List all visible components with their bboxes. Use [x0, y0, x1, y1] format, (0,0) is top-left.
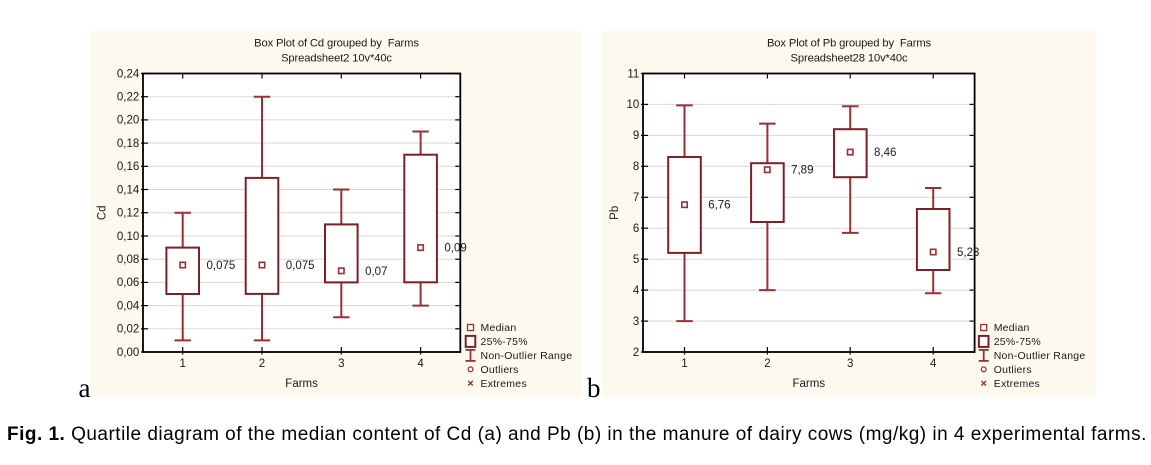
svg-text:Farms: Farms: [285, 378, 318, 390]
svg-text:0,075: 0,075: [286, 260, 315, 272]
svg-text:0,24: 0,24: [117, 68, 140, 80]
svg-text:0,22: 0,22: [117, 92, 139, 104]
svg-text:7,89: 7,89: [791, 165, 813, 177]
svg-text:0,07: 0,07: [365, 266, 387, 278]
svg-text:8,46: 8,46: [874, 147, 896, 159]
svg-text:4: 4: [930, 358, 937, 370]
svg-text:Farms: Farms: [793, 378, 826, 390]
svg-text:6,76: 6,76: [708, 200, 730, 212]
svg-text:4: 4: [417, 358, 424, 370]
svg-text:0,10: 0,10: [117, 231, 139, 243]
svg-text:1: 1: [179, 358, 185, 370]
svg-text:11: 11: [627, 68, 639, 80]
svg-text:Median: Median: [481, 322, 517, 334]
svg-text:0,20: 0,20: [117, 115, 139, 127]
svg-text:Outliers: Outliers: [994, 364, 1032, 376]
svg-text:Outliers: Outliers: [481, 364, 519, 376]
svg-text:Median: Median: [994, 322, 1030, 334]
svg-text:7: 7: [633, 192, 639, 204]
svg-text:Cd: Cd: [97, 205, 109, 220]
svg-text:0,075: 0,075: [207, 260, 236, 272]
svg-text:8: 8: [633, 161, 639, 173]
svg-text:Non-Outlier Range: Non-Outlier Range: [481, 350, 573, 362]
svg-text:0,18: 0,18: [117, 138, 139, 150]
svg-text:25%-75%: 25%-75%: [481, 336, 528, 348]
svg-text:0,04: 0,04: [117, 300, 140, 312]
svg-text:25%-75%: 25%-75%: [994, 336, 1041, 348]
svg-text:3: 3: [338, 358, 344, 370]
svg-text:Pb: Pb: [609, 206, 621, 220]
svg-text:Non-Outlier Range: Non-Outlier Range: [994, 350, 1086, 362]
svg-text:6: 6: [633, 223, 639, 235]
svg-text:4: 4: [633, 285, 640, 297]
svg-text:3: 3: [847, 358, 853, 370]
svg-text:Spreadsheet28 10v*40c: Spreadsheet28 10v*40c: [791, 53, 908, 65]
svg-text:2: 2: [764, 358, 770, 370]
svg-text:Extremes: Extremes: [994, 378, 1040, 390]
svg-text:0,14: 0,14: [117, 184, 140, 196]
svg-text:Spreadsheet2 10v*40c: Spreadsheet2 10v*40c: [281, 53, 392, 65]
svg-text:9: 9: [633, 130, 639, 142]
svg-text:2: 2: [633, 347, 639, 359]
svg-text:Box Plot of Pb grouped by Far: Box Plot of Pb grouped by Farms: [767, 38, 932, 50]
svg-text:1: 1: [681, 358, 687, 370]
svg-text:5: 5: [633, 254, 639, 266]
svg-text:2: 2: [259, 358, 265, 370]
svg-text:0,08: 0,08: [117, 254, 139, 266]
svg-text:0,09: 0,09: [444, 243, 466, 255]
svg-text:10: 10: [627, 99, 640, 111]
svg-text:0,12: 0,12: [117, 208, 139, 220]
svg-text:Box Plot of Cd grouped by Far: Box Plot of Cd grouped by Farms: [254, 38, 419, 50]
svg-text:5,23: 5,23: [957, 247, 979, 259]
svg-text:0,02: 0,02: [117, 324, 139, 336]
svg-text:Extremes: Extremes: [481, 378, 527, 390]
svg-text:0,00: 0,00: [117, 347, 139, 359]
svg-text:0,16: 0,16: [117, 161, 139, 173]
svg-text:3: 3: [633, 316, 639, 328]
svg-text:0,06: 0,06: [117, 277, 139, 289]
